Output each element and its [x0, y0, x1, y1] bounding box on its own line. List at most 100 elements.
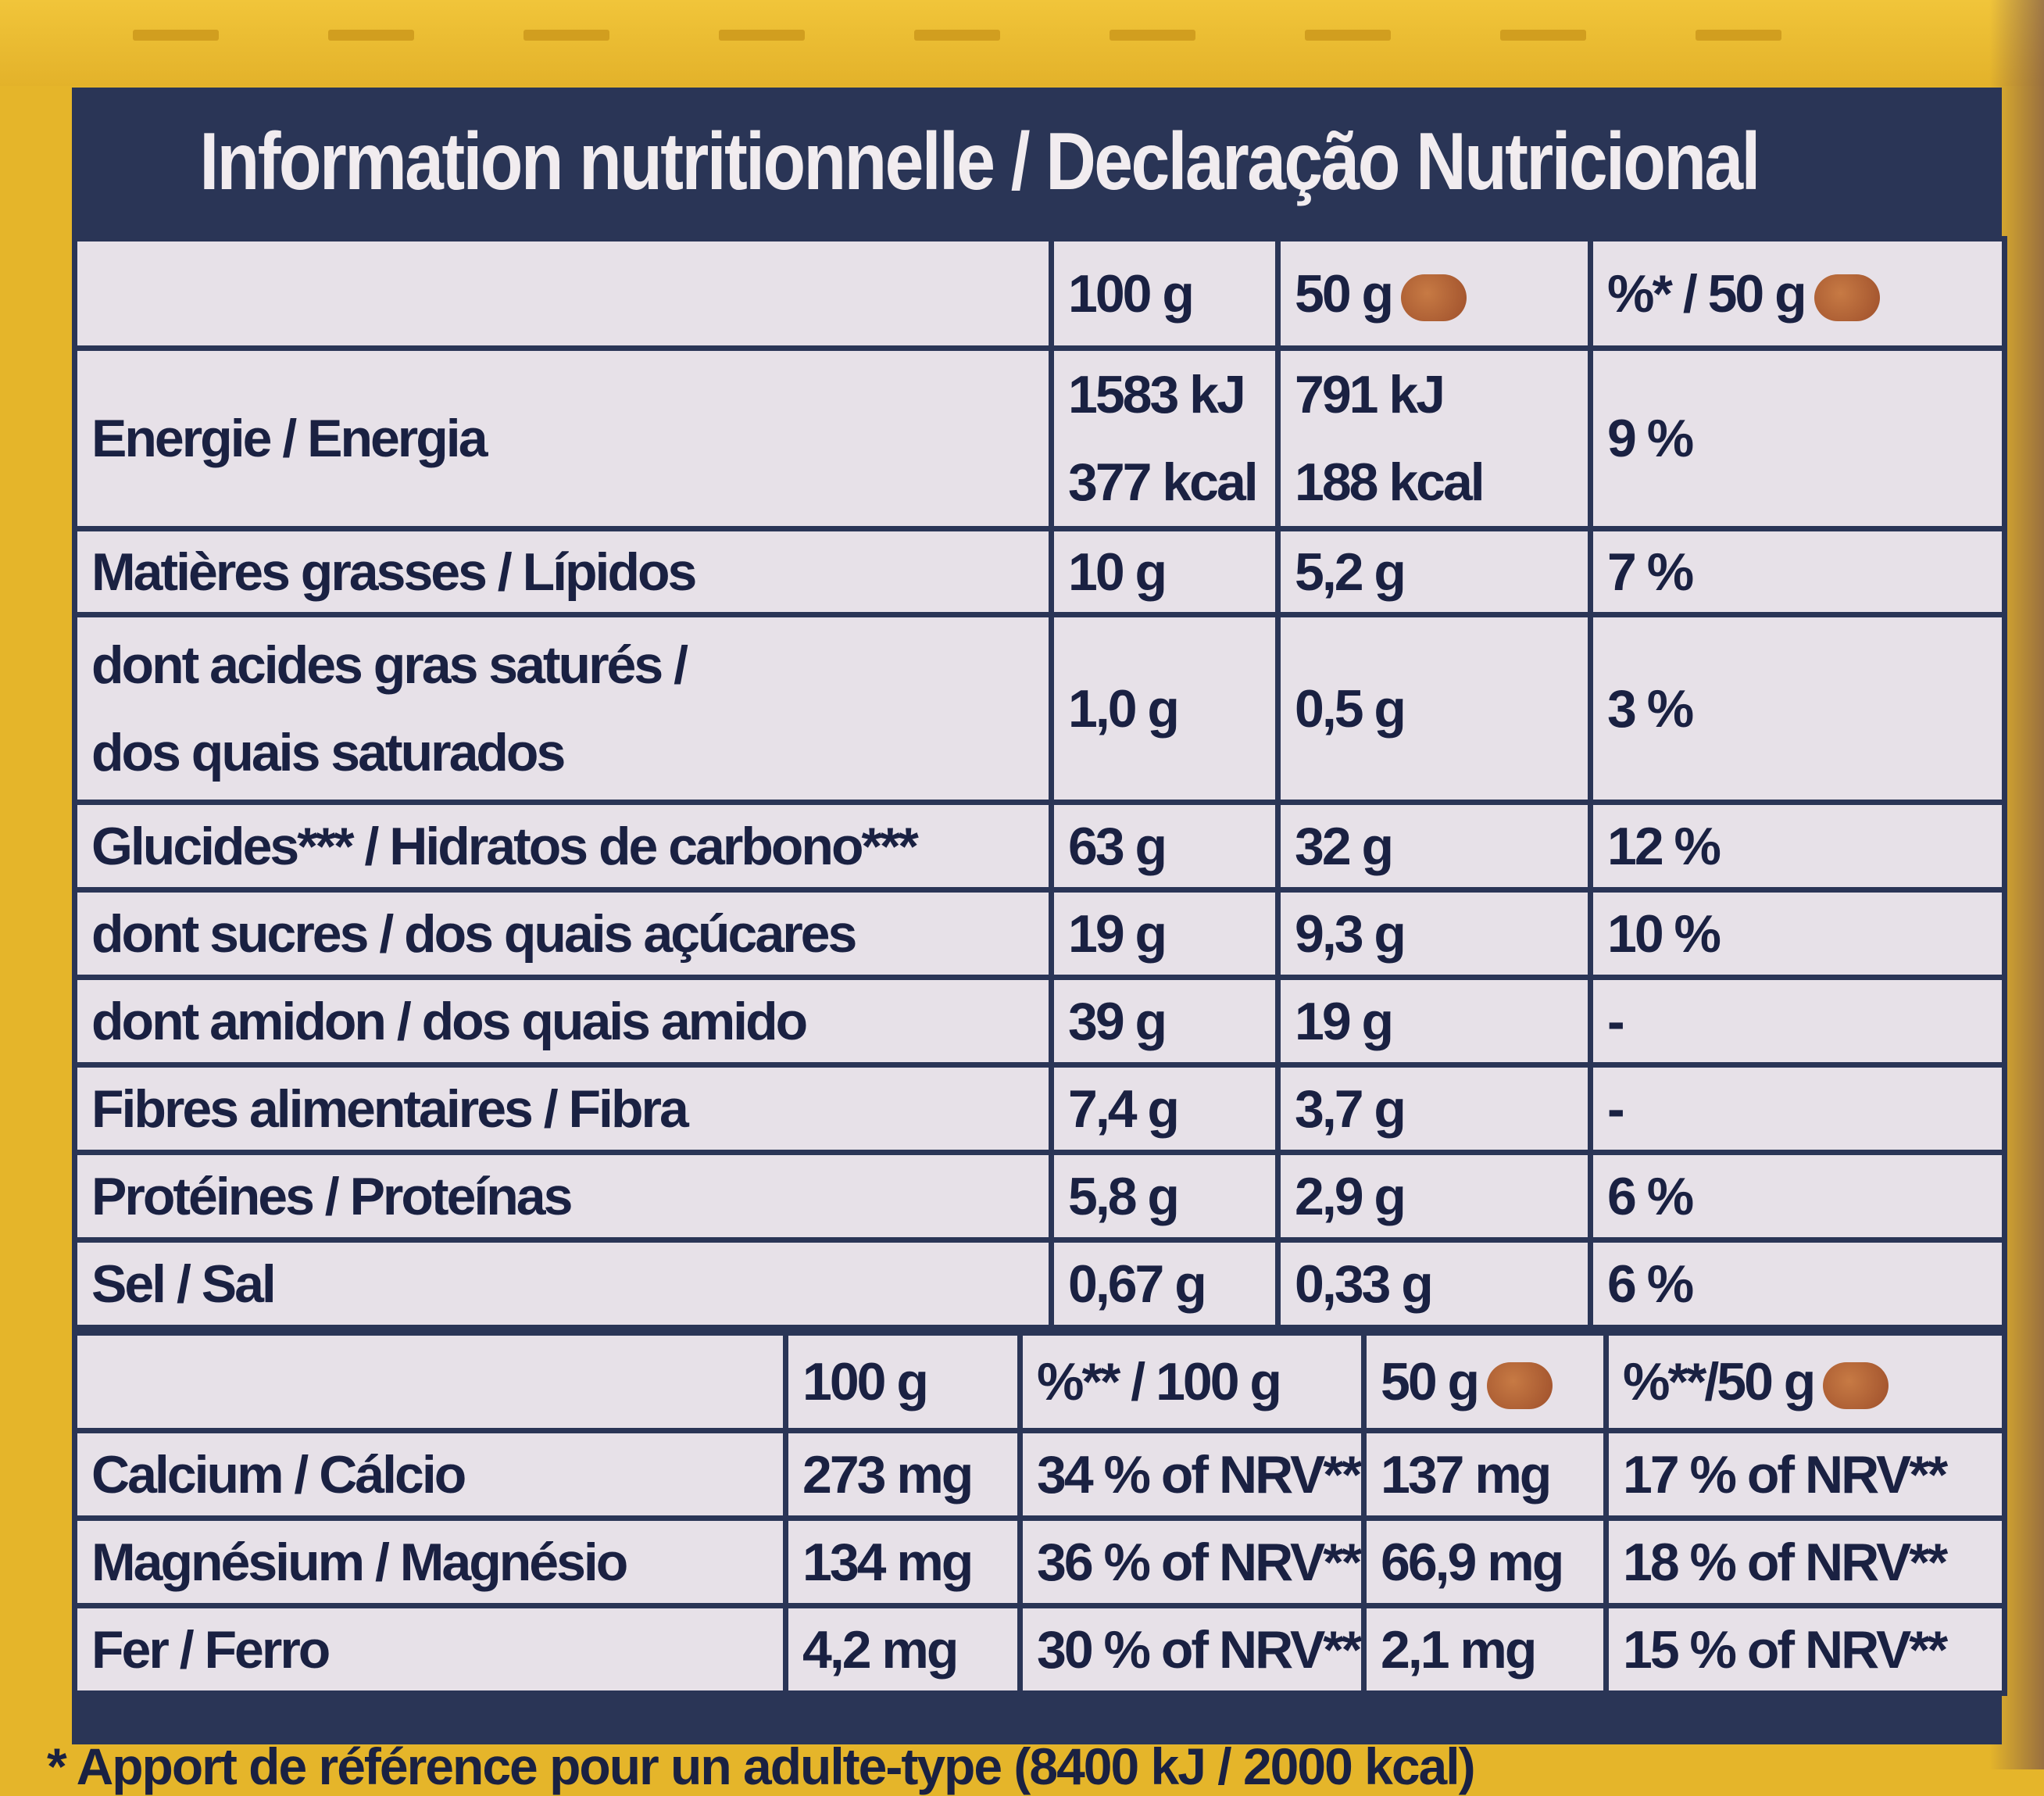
value-pct50g: 17 % of NRV** — [1603, 1428, 2007, 1521]
value-100g: 134 mg — [783, 1515, 1023, 1608]
table-row: Sel / Sal 0,67 g 0,33 g 6 % — [72, 1237, 2007, 1330]
table-row: Calcium / Cálcio 273 mg 34 % of NRV** 13… — [72, 1428, 2007, 1521]
value-100g: 19 g — [1049, 887, 1281, 980]
value-line: 791 kJ — [1295, 365, 1445, 424]
row-label: dont sucres / dos quais açúcares — [72, 887, 1054, 980]
value-50g: 137 mg — [1361, 1428, 1609, 1521]
value-pct50g: 18 % of NRV** — [1603, 1515, 2007, 1608]
biscuit-icon — [1823, 1362, 1889, 1410]
row-label: dont acides gras saturés / dos quais satu… — [72, 612, 1054, 805]
fold-dash — [719, 30, 805, 41]
table-row: dont acides gras saturés / dos quais satu… — [72, 612, 2007, 805]
value-100g: 10 g — [1049, 526, 1281, 617]
row-label: Calcium / Cálcio — [72, 1428, 788, 1521]
minerals-header-row: 100 g %** / 100 g 50 g %**/50 g — [72, 1330, 2007, 1433]
value-50g: 9,3 g — [1275, 887, 1593, 980]
fold-dash — [328, 30, 414, 41]
row-label: Fer / Ferro — [72, 1603, 788, 1696]
value-50g: 5,2 g — [1275, 526, 1593, 617]
value-pct: 7 % — [1588, 526, 2007, 617]
value-100g: 273 mg — [783, 1428, 1023, 1521]
col-header-pct50g-label: %**/50 g — [1623, 1352, 1816, 1411]
row-label: Fibres alimentaires / Fibra — [72, 1062, 1054, 1155]
table-row: Protéines / Proteínas 5,8 g 2,9 g 6 % — [72, 1150, 2007, 1243]
value-line: 377 kcal — [1068, 453, 1259, 512]
fold-dash — [1500, 30, 1586, 41]
value-pct: - — [1588, 975, 2007, 1068]
biscuit-icon — [1814, 274, 1880, 321]
row-label: Glucides*** / Hidratos de carbono*** — [72, 800, 1054, 893]
value-pct: - — [1588, 1062, 2007, 1155]
value-100g: 39 g — [1049, 975, 1281, 1068]
col-header-50g: 50 g — [1361, 1330, 1609, 1433]
value-pct: 3 % — [1588, 612, 2007, 805]
table-header-row: 100 g 50 g %* / 50 g — [72, 236, 2007, 351]
col-header-50g-label: 50 g — [1295, 263, 1394, 324]
table-row: dont sucres / dos quais açúcares 19 g 9,… — [72, 887, 2007, 980]
col-header-50g-label: 50 g — [1381, 1352, 1480, 1411]
row-label: Sel / Sal — [72, 1237, 1054, 1330]
value-line: 1583 kJ — [1068, 365, 1246, 424]
value-100g: 1,0 g — [1049, 612, 1281, 805]
col-header-100g: 100 g — [1049, 236, 1281, 351]
value-pct50g: 15 % of NRV** — [1603, 1603, 2007, 1696]
value-pct100g: 36 % of NRV** — [1017, 1515, 1367, 1608]
biscuit-icon — [1401, 274, 1467, 321]
value-pct100g: 34 % of NRV** — [1017, 1428, 1367, 1521]
empty-header-cell — [72, 236, 1054, 351]
value-pct: 10 % — [1588, 887, 2007, 980]
value-pct: 6 % — [1588, 1150, 2007, 1243]
fold-dash — [1110, 30, 1195, 41]
row-label: Magnésium / Magnésio — [72, 1515, 788, 1608]
box-top-edge — [0, 0, 2044, 86]
table-row: dont amidon / dos quais amido 39 g 19 g … — [72, 975, 2007, 1068]
value-50g: 791 kJ 188 kcal — [1275, 345, 1593, 531]
value-100g: 5,8 g — [1049, 1150, 1281, 1243]
col-header-pct100g: %** / 100 g — [1017, 1330, 1367, 1433]
fold-dash — [1305, 30, 1391, 41]
value-pct: 6 % — [1588, 1237, 2007, 1330]
biscuit-icon — [1487, 1362, 1553, 1410]
table-row: Magnésium / Magnésio 134 mg 36 % of NRV*… — [72, 1515, 2007, 1608]
value-pct: 9 % — [1588, 345, 2007, 531]
col-header-pct50g-label: %* / 50 g — [1607, 263, 1807, 324]
value-100g: 0,67 g — [1049, 1237, 1281, 1330]
row-label: Matières grasses / Lípidos — [72, 526, 1054, 617]
panel-title: Information nutritionnelle / Declaração … — [199, 116, 1760, 207]
row-label: Protéines / Proteínas — [72, 1150, 1054, 1243]
col-header-pct50g: %**/50 g — [1603, 1330, 2007, 1433]
value-100g: 63 g — [1049, 800, 1281, 893]
fold-dash — [914, 30, 1000, 41]
value-50g: 0,5 g — [1275, 612, 1593, 805]
table-row: Fer / Ferro 4,2 mg 30 % of NRV** 2,1 mg … — [72, 1603, 2007, 1696]
fold-dash — [133, 30, 219, 41]
footnote: * Apport de référence pour un adulte-typ… — [47, 1737, 1476, 1795]
value-50g: 32 g — [1275, 800, 1593, 893]
value-line: 188 kcal — [1295, 453, 1485, 512]
label-line: dont acides gras saturés / — [91, 635, 688, 695]
value-50g: 19 g — [1275, 975, 1593, 1068]
row-label: Energie / Energia — [72, 345, 1054, 531]
minerals-table: 100 g %** / 100 g 50 g %**/50 g Calcium … — [72, 1330, 2007, 1696]
col-header-100g: 100 g — [783, 1330, 1023, 1433]
value-100g: 7,4 g — [1049, 1062, 1281, 1155]
value-50g: 66,9 mg — [1361, 1515, 1609, 1608]
col-header-pct50g: %* / 50 g — [1588, 236, 2007, 351]
nutrition-panel: Information nutritionnelle / Declaração … — [72, 88, 2007, 1744]
value-pct: 12 % — [1588, 800, 2007, 893]
value-50g: 3,7 g — [1275, 1062, 1593, 1155]
table-row: Matières grasses / Lípidos 10 g 5,2 g 7 … — [72, 526, 2007, 617]
col-header-50g: 50 g — [1275, 236, 1593, 351]
fold-dash — [524, 30, 609, 41]
value-pct100g: 30 % of NRV** — [1017, 1603, 1367, 1696]
label-line: dos quais saturados — [91, 722, 566, 782]
table-row: Energie / Energia 1583 kJ 377 kcal 791 kJ… — [72, 345, 2007, 531]
value-50g: 2,9 g — [1275, 1150, 1593, 1243]
value-100g: 1583 kJ 377 kcal — [1049, 345, 1281, 531]
nutrition-table: 100 g 50 g %* / 50 g Energie / Energia 1… — [72, 236, 2007, 1330]
value-50g: 2,1 mg — [1361, 1603, 1609, 1696]
fold-dash — [1696, 30, 1781, 41]
empty-header-cell — [72, 1330, 788, 1433]
row-label: dont amidon / dos quais amido — [72, 975, 1054, 1068]
value-50g: 0,33 g — [1275, 1237, 1593, 1330]
